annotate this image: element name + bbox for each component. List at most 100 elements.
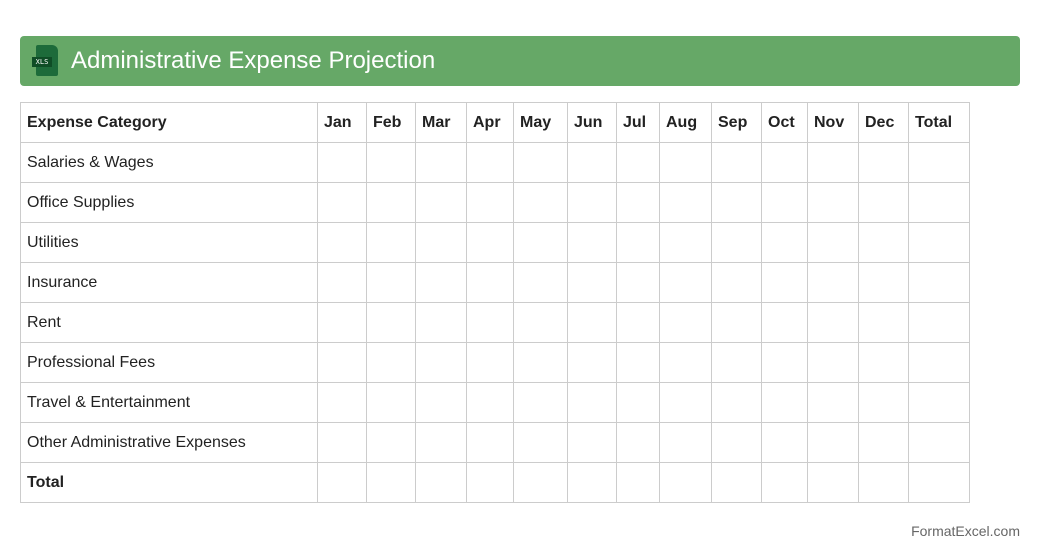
table-cell[interactable] [567,462,617,503]
table-cell[interactable] [317,182,367,223]
table-cell[interactable] [858,222,909,263]
table-cell[interactable] [366,462,416,503]
table-cell[interactable] [317,422,367,463]
table-cell[interactable] [711,142,762,183]
table-cell[interactable] [659,342,712,383]
table-cell[interactable] [513,422,568,463]
table-cell[interactable] [616,262,660,303]
table-cell[interactable] [513,182,568,223]
table-cell[interactable] [366,182,416,223]
table-cell[interactable] [761,422,808,463]
table-cell[interactable] [761,302,808,343]
table-cell[interactable] [858,262,909,303]
table-cell[interactable] [908,182,970,223]
table-cell[interactable] [807,462,859,503]
table-cell[interactable] [415,142,467,183]
table-cell[interactable] [908,222,970,263]
table-cell[interactable] [317,462,367,503]
table-cell[interactable] [415,342,467,383]
table-cell[interactable] [317,302,367,343]
table-cell[interactable] [415,422,467,463]
table-cell[interactable] [761,222,808,263]
table-cell[interactable] [659,142,712,183]
table-cell[interactable] [415,222,467,263]
table-cell[interactable] [858,302,909,343]
table-cell[interactable] [567,422,617,463]
table-cell[interactable] [807,302,859,343]
table-cell[interactable] [317,222,367,263]
table-cell[interactable] [711,302,762,343]
table-cell[interactable] [415,462,467,503]
table-cell[interactable] [659,382,712,423]
table-cell[interactable] [366,422,416,463]
table-cell[interactable] [616,182,660,223]
table-cell[interactable] [807,262,859,303]
table-cell[interactable] [317,142,367,183]
table-cell[interactable] [711,222,762,263]
table-cell[interactable] [711,342,762,383]
table-cell[interactable] [415,302,467,343]
table-cell[interactable] [366,302,416,343]
table-cell[interactable] [513,262,568,303]
table-cell[interactable] [858,462,909,503]
table-cell[interactable] [807,382,859,423]
table-cell[interactable] [858,382,909,423]
table-cell[interactable] [659,422,712,463]
table-cell[interactable] [466,262,514,303]
table-cell[interactable] [616,342,660,383]
table-cell[interactable] [317,382,367,423]
table-cell[interactable] [317,342,367,383]
table-cell[interactable] [567,142,617,183]
table-cell[interactable] [616,422,660,463]
table-cell[interactable] [908,422,970,463]
table-cell[interactable] [659,262,712,303]
table-cell[interactable] [567,302,617,343]
table-cell[interactable] [415,182,467,223]
table-cell[interactable] [908,302,970,343]
table-cell[interactable] [513,222,568,263]
table-cell[interactable] [513,342,568,383]
table-cell[interactable] [466,222,514,263]
table-cell[interactable] [466,422,514,463]
table-cell[interactable] [807,222,859,263]
table-cell[interactable] [466,182,514,223]
table-cell[interactable] [858,182,909,223]
table-cell[interactable] [711,182,762,223]
table-cell[interactable] [858,142,909,183]
table-cell[interactable] [616,462,660,503]
table-cell[interactable] [807,422,859,463]
table-cell[interactable] [415,382,467,423]
table-cell[interactable] [366,342,416,383]
table-cell[interactable] [659,462,712,503]
table-cell[interactable] [858,422,909,463]
table-cell[interactable] [908,342,970,383]
table-cell[interactable] [466,302,514,343]
table-cell[interactable] [513,302,568,343]
table-cell[interactable] [513,462,568,503]
table-cell[interactable] [466,342,514,383]
table-cell[interactable] [908,462,970,503]
table-cell[interactable] [466,382,514,423]
table-cell[interactable] [366,142,416,183]
table-cell[interactable] [908,262,970,303]
table-cell[interactable] [807,182,859,223]
table-cell[interactable] [711,262,762,303]
table-cell[interactable] [616,302,660,343]
table-cell[interactable] [567,342,617,383]
table-cell[interactable] [317,262,367,303]
table-cell[interactable] [807,342,859,383]
table-cell[interactable] [466,462,514,503]
table-cell[interactable] [616,382,660,423]
table-cell[interactable] [761,342,808,383]
table-cell[interactable] [761,462,808,503]
table-cell[interactable] [761,382,808,423]
table-cell[interactable] [513,382,568,423]
table-cell[interactable] [761,142,808,183]
table-cell[interactable] [567,222,617,263]
table-cell[interactable] [908,142,970,183]
table-cell[interactable] [711,422,762,463]
table-cell[interactable] [366,382,416,423]
table-cell[interactable] [513,142,568,183]
table-cell[interactable] [711,382,762,423]
table-cell[interactable] [366,262,416,303]
